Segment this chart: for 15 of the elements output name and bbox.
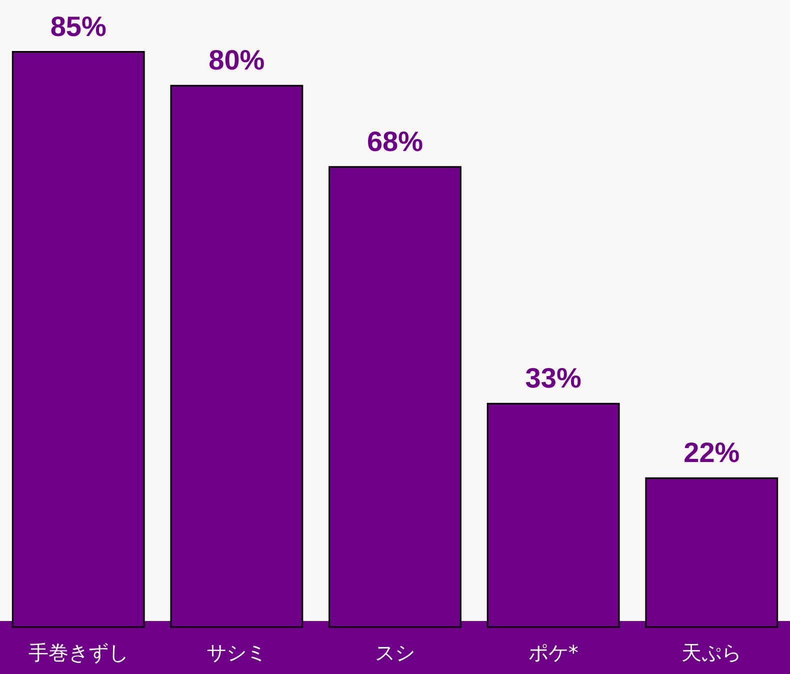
bar	[170, 84, 304, 628]
data-label: 68%	[366, 126, 424, 157]
bar	[645, 477, 778, 628]
x-tick-label: 手巻きずし	[28, 640, 128, 664]
bar	[328, 166, 462, 628]
data-label: 33%	[525, 362, 582, 394]
bar	[486, 402, 620, 628]
data-label: 22%	[684, 437, 740, 468]
data-label: 80%	[208, 44, 265, 76]
data-label: 85%	[50, 10, 106, 42]
x-tick-label: スシ	[375, 640, 415, 664]
x-tick-label: 天ぷら	[682, 640, 742, 664]
bar	[12, 51, 145, 628]
x-tick-label: ポケ*	[528, 640, 578, 664]
x-tick-label: サシミ	[206, 640, 267, 664]
